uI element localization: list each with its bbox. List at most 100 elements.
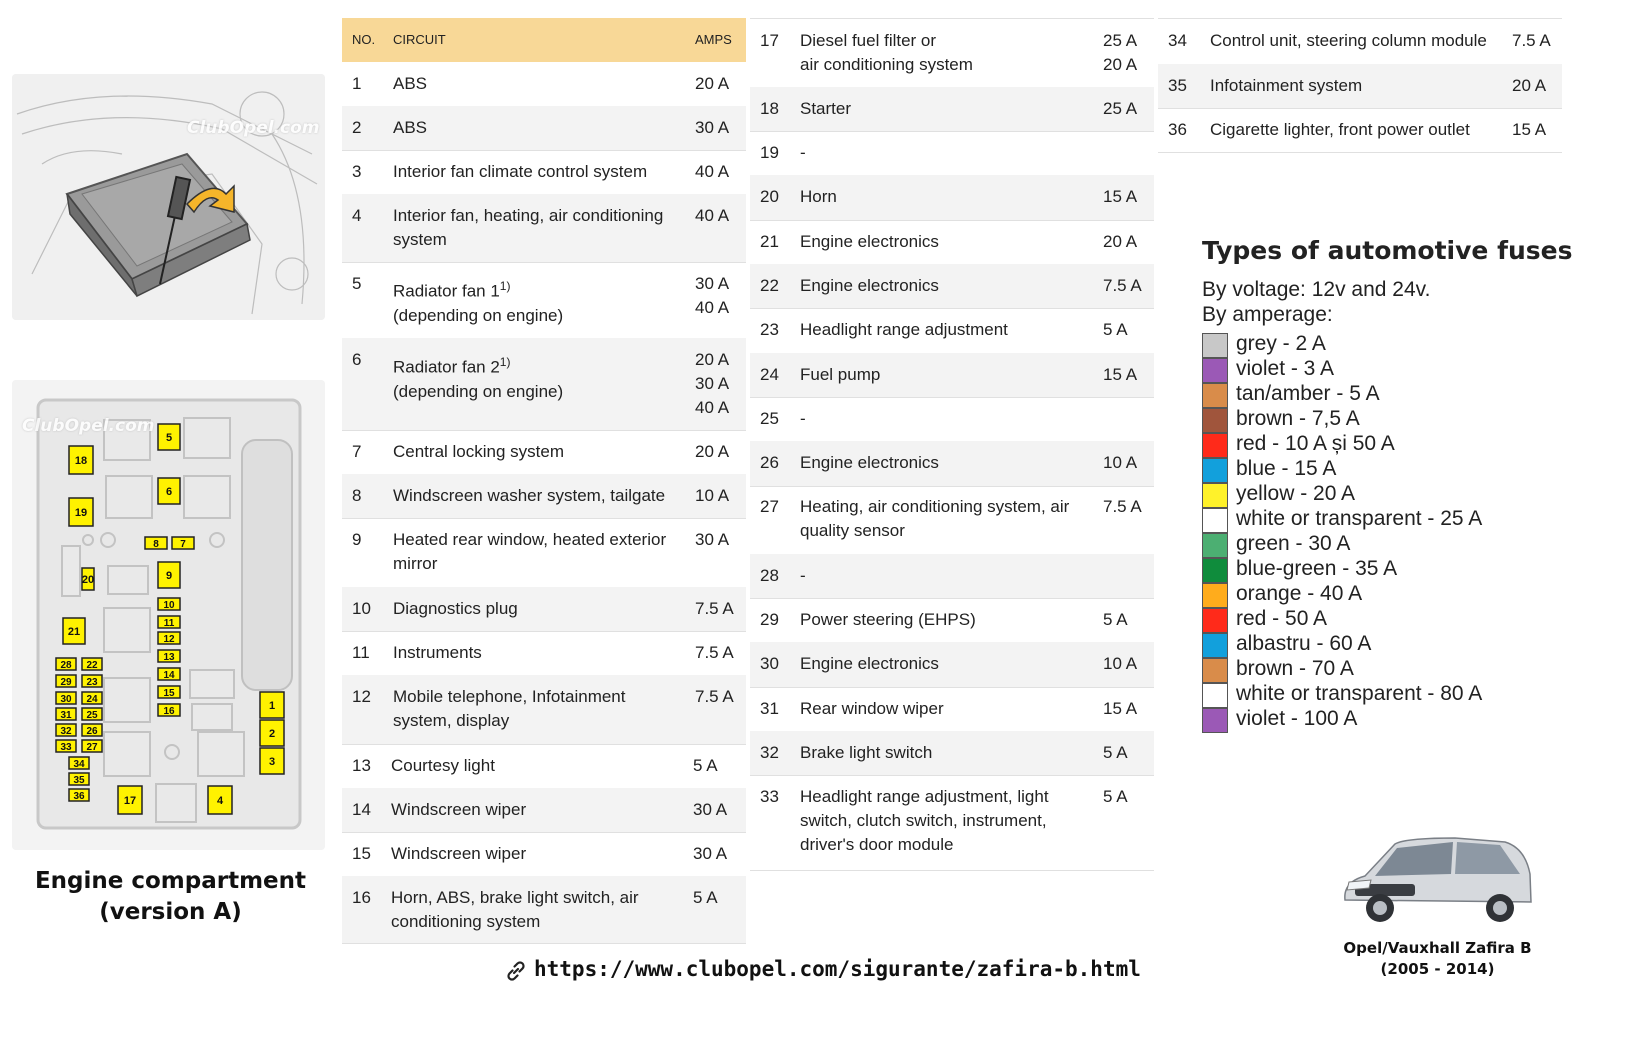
caption-line-1: Engine compartment xyxy=(34,868,307,894)
fuse-amps: 10 A xyxy=(1103,453,1138,472)
fuse-amps: 30 A xyxy=(695,530,730,549)
color-label: violet - 3 A xyxy=(1236,357,1335,380)
fuse-slot xyxy=(68,788,90,802)
fuse-slot-label: 10 xyxy=(163,600,175,611)
fuse-circuit: Fuel pump xyxy=(800,365,881,384)
fuse-slot xyxy=(81,707,103,721)
fuse-amps: 7.5 A xyxy=(695,599,734,618)
color-label: green - 30 A xyxy=(1236,532,1351,555)
fuse-slot xyxy=(144,536,168,550)
fuse-circuit: ABS xyxy=(393,74,428,93)
fuse-row: 11 Instruments 7.5 A xyxy=(342,631,746,676)
fuse-slot-label: 9 xyxy=(166,570,172,582)
color-swatch xyxy=(1202,483,1228,508)
fuse-amps: 5 A xyxy=(693,756,718,775)
fuse-slot xyxy=(55,707,77,721)
fuse-slot xyxy=(171,536,195,550)
fuse-number: 18 xyxy=(760,99,779,118)
fuse-slot xyxy=(157,561,181,589)
fuse-circuit: Radiator fan 11) (depending on engine) xyxy=(393,274,563,328)
fuse-amps: 10 A xyxy=(1103,654,1138,673)
color-label: red - 50 A xyxy=(1236,607,1328,630)
fuse-number: 10 xyxy=(352,599,371,618)
fuse-slot-label: 31 xyxy=(60,710,72,721)
fuse-number: 30 xyxy=(760,654,779,673)
fuse-number: 35 xyxy=(1168,76,1187,95)
fuse-number: 22 xyxy=(760,276,779,295)
fuse-circuit: Cigarette lighter, front power outlet xyxy=(1210,120,1470,139)
fuse-slot xyxy=(157,423,181,451)
fuse-circuit: - xyxy=(800,409,806,428)
color-swatch xyxy=(1202,458,1228,483)
fuse-amps: 15 A xyxy=(1103,187,1138,206)
fuse-row: 22 Engine electronics 7.5 A xyxy=(750,264,1154,309)
fuse-slot-label: 7 xyxy=(180,539,186,550)
color-swatch xyxy=(1202,658,1228,683)
fuse-row: 12 Mobile telephone, Infotainment system,… xyxy=(342,675,746,745)
color-label: yellow - 20 A xyxy=(1236,482,1356,505)
fuse-amps: 5 A xyxy=(693,888,718,907)
fuse-slot-label: 3 xyxy=(269,756,275,768)
color-label: grey - 2 A xyxy=(1236,332,1326,355)
fuse-circuit: Headlight range adjustment, light switch… xyxy=(800,787,1049,854)
fuse-number: 19 xyxy=(760,143,779,162)
fuse-row: 34 Control unit, steering column module 7.… xyxy=(1158,18,1562,66)
fuse-slot xyxy=(157,477,181,505)
fuse-number: 20 xyxy=(760,187,779,206)
fuse-amps: 15 A xyxy=(1512,120,1547,139)
fuse-slot xyxy=(157,685,181,699)
fuse-number: 25 xyxy=(760,409,779,428)
fuse-circuit: Windscreen wiper xyxy=(391,800,527,819)
color-label: albastru - 60 A xyxy=(1236,632,1372,655)
fuse-row: 32 Brake light switch 5 A xyxy=(750,731,1154,776)
car-caption: Opel/Vauxhall Zafira B (2005 - 2014) xyxy=(1330,938,1545,980)
color-swatch xyxy=(1202,633,1228,658)
fuse-amps: 40 A xyxy=(695,206,730,225)
fuse-row: 18 Starter 25 A xyxy=(750,87,1154,132)
fuse-slot-label: 24 xyxy=(86,694,98,705)
diagram-caption: Engine compartment (version A) xyxy=(12,866,329,928)
fuse-number: 21 xyxy=(760,232,779,251)
fuse-row: 2 ABS 30 A xyxy=(342,106,746,151)
fuse-slot-label: 33 xyxy=(60,742,72,753)
types-title: Types of automotive fuses xyxy=(1202,236,1573,265)
color-swatch xyxy=(1202,383,1228,408)
fuse-circuit: Windscreen wiper xyxy=(391,844,527,863)
engine-bay-photo: ClubOpel.com xyxy=(12,74,325,320)
fuse-row: 25 - xyxy=(750,397,1154,442)
fuse-slot-label: 34 xyxy=(73,759,85,770)
fuse-row: 7 Central locking system 20 A xyxy=(342,430,746,475)
table-header: NO. CIRCUIT AMPS xyxy=(342,18,746,62)
fuse-number: 29 xyxy=(760,610,779,629)
fuse-circuit: Engine electronics xyxy=(800,654,939,673)
fuse-slot xyxy=(81,567,95,591)
color-label: white or transparent - 25 A xyxy=(1236,507,1483,530)
fuse-circuit: Engine electronics xyxy=(800,453,939,472)
fuse-row: 30 Engine electronics 10 A xyxy=(750,642,1154,688)
fuse-slot-label: 21 xyxy=(68,626,80,638)
fuse-number: 16 xyxy=(352,888,371,907)
fuse-circuit: Engine electronics xyxy=(800,276,939,295)
fuse-slot-label: 16 xyxy=(163,706,175,717)
fuse-number: 31 xyxy=(760,699,779,718)
header-no: NO. xyxy=(352,32,376,47)
fuse-slot-label: 29 xyxy=(60,677,72,688)
diagram-watermark: ClubOpel.com xyxy=(22,416,155,436)
fuse-row: 13 Courtesy light 5 A xyxy=(342,744,746,789)
fuse-row: 23 Headlight range adjustment 5 A xyxy=(750,308,1154,354)
color-label: brown - 70 A xyxy=(1236,657,1354,680)
fuse-slot-label: 15 xyxy=(163,688,175,699)
fuse-row: 33 Headlight range adjustment, light swit… xyxy=(750,775,1154,871)
fuse-slot xyxy=(207,785,233,815)
fuse-number: 3 xyxy=(352,162,362,181)
link-url[interactable]: https://www.clubopel.com/sigurante/zafir… xyxy=(534,957,1141,981)
fuse-amps: 7.5 A xyxy=(695,643,734,662)
fuse-circuit: Rear window wiper xyxy=(800,699,944,718)
fuse-slot xyxy=(62,617,86,645)
fuse-circuit: Instruments xyxy=(393,643,482,662)
fuse-slot-label: 13 xyxy=(163,652,175,663)
color-swatch xyxy=(1202,358,1228,383)
fuse-amps: 5 A xyxy=(1103,320,1128,339)
color-swatch xyxy=(1202,608,1228,633)
